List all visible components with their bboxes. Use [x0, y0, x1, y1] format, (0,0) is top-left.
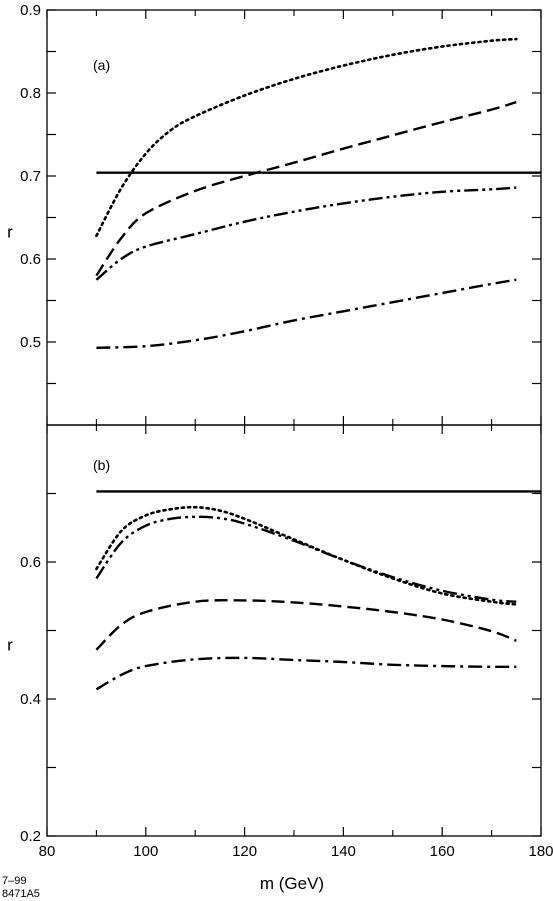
- panel-label: (b): [93, 457, 110, 473]
- panel-b: 0.2 0.4 0.6 80 100 120 140 160 180 r (b): [7, 424, 553, 860]
- y-tick-label: 0.5: [20, 334, 41, 351]
- figure-date-note: 7–99: [2, 875, 26, 887]
- panel-a: 0.5 0.6 0.7 0.8 0.9 r (a): [7, 2, 542, 426]
- series-line-dash-dot: [96, 278, 517, 349]
- series-line-dotted: [95, 37, 518, 238]
- series-line-dash-dot-dot: [95, 515, 517, 603]
- plot-frame: [46, 424, 542, 837]
- plot-frame: [46, 9, 542, 426]
- series-line-dotted: [95, 505, 518, 606]
- y-tick-label: 0.7: [20, 168, 41, 185]
- figure-code-note: 8471A5: [2, 888, 40, 900]
- x-tick-label: 120: [232, 843, 257, 860]
- series-line-dashed: [95, 599, 517, 651]
- series-line-dashed: [95, 100, 517, 277]
- y-tick-label: 0.9: [20, 2, 41, 19]
- x-axis-title: m (GeV): [260, 874, 324, 893]
- series-line-dash-dot: [95, 656, 517, 691]
- y-axis-title: r: [7, 223, 13, 242]
- x-tick-label: 160: [430, 843, 455, 860]
- x-tick-label: 80: [39, 843, 56, 860]
- series-line-dash-dot-dot: [95, 186, 517, 281]
- y-tick-label: 0.8: [20, 85, 41, 102]
- x-tick-label: 100: [133, 843, 158, 860]
- x-tick-label: 140: [331, 843, 356, 860]
- panel-label: (a): [93, 57, 110, 73]
- y-tick-label: 0.4: [20, 691, 41, 708]
- y-axis-title: r: [7, 636, 13, 655]
- y-tick-label: 0.6: [20, 554, 41, 571]
- y-tick-label: 0.6: [20, 251, 41, 268]
- x-tick-label: 180: [528, 843, 553, 860]
- y-tick-label: 0.2: [20, 828, 41, 845]
